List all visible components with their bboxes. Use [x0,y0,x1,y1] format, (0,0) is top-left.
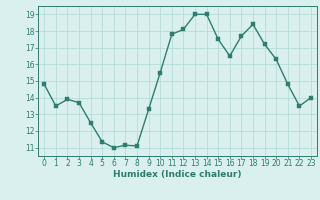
X-axis label: Humidex (Indice chaleur): Humidex (Indice chaleur) [113,170,242,179]
